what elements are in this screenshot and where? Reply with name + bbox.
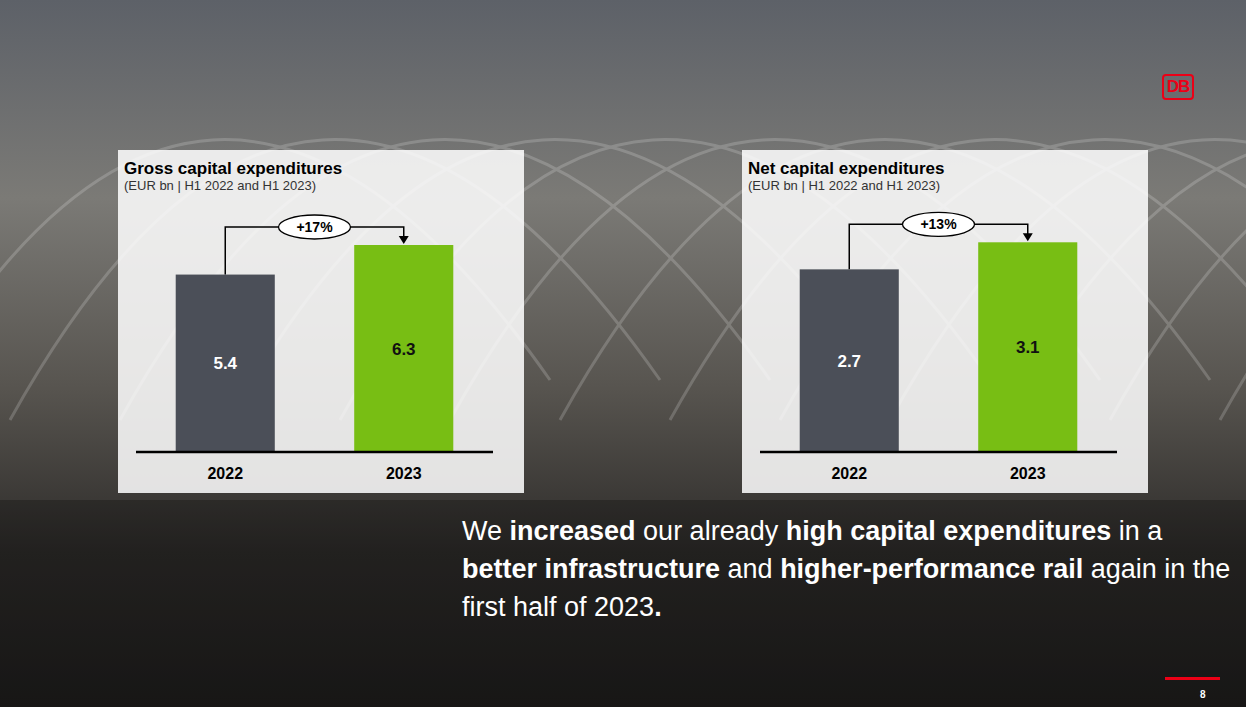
category-label: 2023 (386, 465, 422, 482)
data-label: 6.3 (392, 340, 416, 359)
category-label: 2023 (1010, 465, 1046, 482)
bar (354, 245, 453, 452)
bars (800, 242, 1078, 452)
chart: Gross capital expenditures(EUR bn | H1 2… (118, 150, 524, 493)
bars (176, 245, 454, 452)
bar (176, 275, 275, 452)
chart-title: Net capital expenditures (748, 159, 945, 178)
growth-annotation: +13% (849, 212, 1033, 269)
growth-badge (903, 212, 975, 236)
roof-arch (1220, 140, 1246, 420)
chart-subtitle: (EUR bn | H1 2022 and H1 2023) (124, 178, 316, 193)
headline-bold: high capital expenditures (786, 516, 1112, 546)
headline-bold: . (654, 592, 662, 622)
headline-text: and (720, 554, 780, 584)
page-accent (1165, 677, 1220, 680)
data-label: 5.4 (213, 354, 237, 373)
headline: We increased our already high capital ex… (462, 512, 1238, 626)
x-axis (136, 451, 493, 454)
data-label: 3.1 (1016, 338, 1040, 357)
category-label: 2022 (207, 465, 243, 482)
headline-text: our already (636, 516, 786, 546)
growth-arrowhead (1023, 233, 1033, 241)
chart-panel: Net capital expenditures(EUR bn | H1 202… (742, 150, 1148, 493)
chart-panel: Gross capital expenditures(EUR bn | H1 2… (118, 150, 524, 493)
chart-title: Gross capital expenditures (124, 159, 342, 178)
headline-bold: better infrastructure (462, 554, 720, 584)
growth-annotation: +17% (225, 215, 409, 275)
growth-arrowhead (399, 236, 409, 244)
category-label: 2022 (831, 465, 867, 482)
data-label: 2.7 (837, 352, 861, 371)
headline-bold: higher-performance rail (780, 554, 1083, 584)
growth-badge (279, 215, 351, 239)
growth-label: +17% (296, 219, 333, 235)
page-number: 8 (1200, 689, 1206, 700)
bar (800, 269, 899, 452)
headline-text: We (462, 516, 510, 546)
bar (978, 242, 1077, 452)
headline-text: in a (1111, 516, 1162, 546)
slide: {"chart_data": [ {"type": "bar", "title"… (0, 0, 1246, 707)
chart: Net capital expenditures(EUR bn | H1 202… (742, 150, 1148, 493)
headline-bold: increased (510, 516, 636, 546)
logo: DB (1162, 74, 1194, 100)
platform-shade (0, 500, 1246, 707)
x-axis (760, 451, 1117, 454)
growth-label: +13% (920, 216, 957, 232)
chart-subtitle: (EUR bn | H1 2022 and H1 2023) (748, 178, 940, 193)
